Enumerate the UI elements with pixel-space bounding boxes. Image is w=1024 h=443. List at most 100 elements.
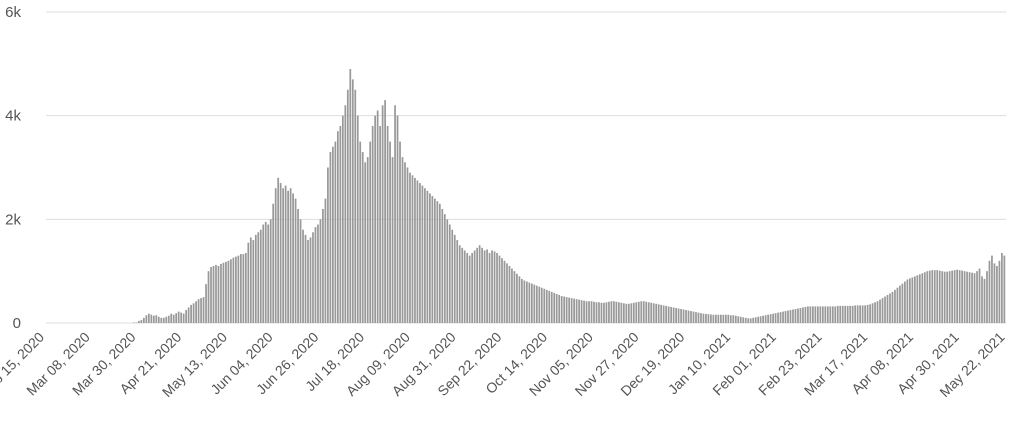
data-bar [702, 313, 705, 323]
data-bar [996, 265, 998, 323]
data-bar [404, 162, 406, 323]
data-bar [685, 310, 687, 323]
data-bar [140, 319, 143, 323]
data-bar [826, 306, 829, 323]
data-bar [966, 271, 968, 323]
data-bar [399, 141, 401, 323]
data-bar [272, 203, 275, 323]
data-bar [854, 305, 857, 323]
data-bar [682, 309, 685, 323]
data-bar [182, 313, 185, 323]
data-bar [498, 255, 501, 323]
data-bar [889, 293, 891, 323]
data-bar [871, 303, 874, 323]
data-bar [162, 317, 165, 323]
data-bar [165, 316, 168, 323]
data-bar [807, 306, 809, 323]
data-bar [394, 105, 396, 323]
data-bar [548, 290, 551, 323]
data-bar [244, 253, 247, 323]
data-bar [921, 273, 924, 323]
data-bar [354, 89, 357, 323]
data-bar [953, 270, 956, 323]
data-bar [232, 257, 235, 323]
data-bar [657, 304, 660, 323]
data-bar [277, 177, 280, 323]
data-bar [933, 270, 936, 323]
data-bar [351, 79, 354, 323]
data-bar [772, 313, 774, 323]
data-bar [909, 278, 911, 323]
data-bar [998, 260, 1001, 323]
data-bar [593, 301, 595, 323]
data-bar [155, 315, 158, 323]
data-bar [799, 307, 802, 323]
y-tick-label: 2k [5, 211, 21, 228]
data-bar [332, 146, 334, 323]
data-bar [237, 255, 240, 323]
data-bar [523, 280, 526, 323]
data-bar [622, 303, 625, 323]
data-bar [971, 272, 973, 323]
data-bar [672, 307, 675, 323]
data-bar [901, 283, 904, 323]
data-bar [177, 311, 180, 323]
data-bar [558, 295, 561, 323]
data-bar [715, 314, 717, 323]
data-bar [595, 302, 598, 323]
data-bar [145, 315, 148, 323]
data-bar [334, 141, 337, 323]
data-bar [157, 316, 160, 323]
data-bar [339, 126, 342, 323]
data-bar [916, 275, 919, 323]
data-bar [138, 320, 140, 323]
data-bar [217, 265, 220, 323]
data-bar [804, 306, 807, 323]
data-bar [615, 301, 618, 323]
data-bar [986, 271, 988, 323]
data-bar [456, 240, 459, 323]
data-bar [493, 251, 496, 323]
data-bar [254, 234, 257, 323]
data-bar [948, 271, 951, 323]
data-bar [757, 316, 760, 323]
data-bar [349, 69, 352, 324]
data-bar [543, 288, 546, 323]
data-bar [508, 265, 511, 323]
data-bar [461, 247, 464, 323]
data-bar [503, 260, 506, 323]
data-bar [792, 309, 794, 323]
data-bar [180, 312, 183, 323]
data-bar [993, 263, 996, 323]
data-bar [705, 313, 707, 323]
data-bar [951, 270, 954, 323]
data-bar [635, 302, 638, 323]
data-bar [366, 157, 369, 323]
data-bar [187, 307, 190, 323]
data-bar [396, 115, 399, 323]
data-bar [297, 208, 299, 323]
data-bar [717, 314, 720, 323]
data-bar [797, 308, 799, 323]
data-bar [665, 305, 668, 323]
data-bar [314, 227, 317, 323]
data-bar [918, 274, 921, 323]
data-bar [747, 318, 750, 323]
data-bar [565, 297, 568, 323]
data-bar [864, 305, 866, 323]
data-bar [737, 316, 740, 323]
data-bar [983, 278, 986, 323]
data-bar [976, 271, 978, 323]
data-bar [371, 126, 374, 323]
data-bar [478, 245, 481, 323]
data-bar [700, 313, 702, 323]
data-bar [729, 315, 732, 323]
data-bar [327, 167, 329, 323]
data-bar [568, 297, 571, 323]
data-bar [580, 300, 583, 323]
data-bar [553, 292, 556, 323]
data-bar [677, 308, 680, 323]
data-bar [707, 314, 710, 323]
data-bar [292, 193, 294, 323]
data-bar [946, 271, 949, 323]
